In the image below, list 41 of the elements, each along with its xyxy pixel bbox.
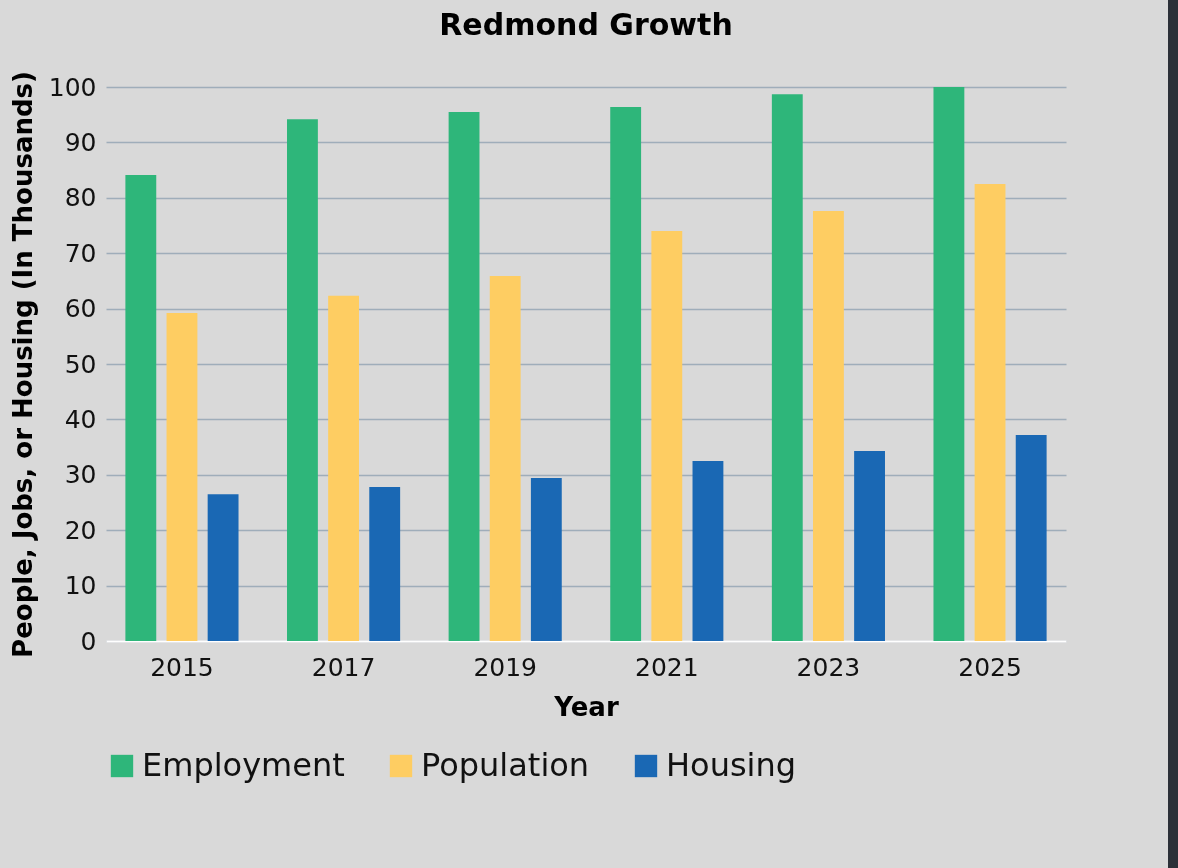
bar: [448, 111, 480, 641]
x-tick-label: 2021: [635, 652, 699, 682]
bar: [974, 183, 1006, 641]
bar: [328, 295, 359, 641]
bar: [369, 486, 401, 641]
x-tick-label: 2015: [150, 652, 214, 682]
bar: [166, 313, 198, 641]
bar: [610, 106, 642, 641]
y-tick-label: 70: [64, 238, 97, 268]
y-tick-label: 90: [64, 127, 97, 157]
y-tick-label: 10: [64, 571, 97, 601]
y-tick-label: 0: [80, 626, 97, 656]
x-tick-label: 2025: [958, 652, 1022, 682]
bar: [813, 211, 844, 641]
y-tick-label: 60: [64, 294, 97, 324]
legend-label: Housing: [666, 746, 797, 784]
legend-label: Population: [421, 746, 590, 784]
y-tick-label: 100: [48, 72, 97, 102]
bar: [651, 231, 683, 641]
x-axis-title: Year: [553, 691, 619, 722]
x-tick-label: 2019: [473, 652, 537, 682]
bar: [854, 450, 885, 641]
bar: [287, 119, 318, 641]
y-tick-label: 40: [64, 404, 97, 434]
y-tick-label: 20: [64, 515, 97, 545]
bar: [692, 460, 724, 641]
x-tick-label: 2023: [796, 652, 861, 682]
legend-label: Employment: [142, 746, 345, 784]
bar: [207, 494, 239, 641]
y-axis-title: People, Jobs, or Housing (In Thousands): [7, 71, 38, 658]
y-tick-label: 30: [64, 460, 97, 490]
bar: [489, 275, 521, 641]
bar: [771, 94, 803, 641]
bar: [1015, 434, 1047, 641]
y-tick-label: 80: [64, 183, 97, 213]
bar: [933, 87, 965, 641]
x-tick-label: 2017: [311, 652, 376, 682]
y-tick-label: 50: [64, 349, 97, 379]
chart-title: Redmond Growth: [439, 6, 733, 42]
bar: [530, 478, 562, 641]
bar: [125, 175, 157, 641]
